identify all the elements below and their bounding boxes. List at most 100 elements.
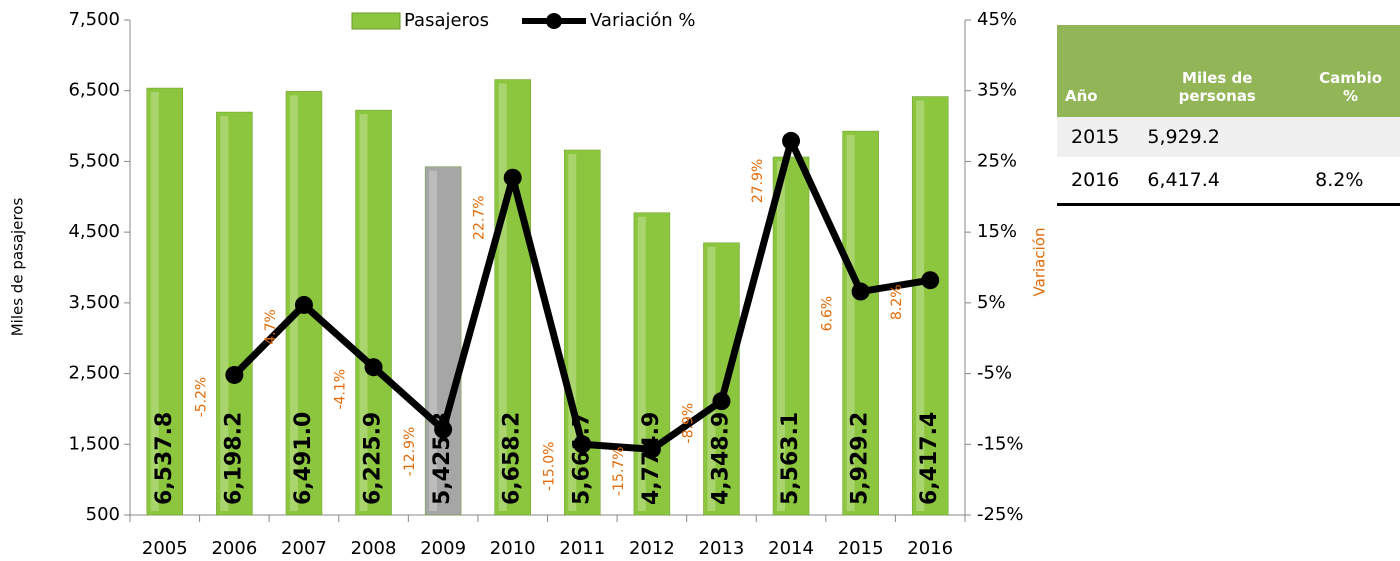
table-row: 2016 6,417.4 8.2% xyxy=(1057,157,1400,206)
y-tick-label: 500 xyxy=(86,504,120,525)
x-tick-label: 2014 xyxy=(768,538,814,559)
line-label: -15.7% xyxy=(611,446,627,496)
x-tick-label: 2010 xyxy=(490,538,536,559)
y-tick-label: 1,500 xyxy=(68,433,120,454)
cell: 8.2% xyxy=(1301,157,1400,206)
bar-label: 6,198.2 xyxy=(221,412,246,505)
x-tick-label: 2015 xyxy=(838,538,884,559)
bar-label: 4,774.9 xyxy=(639,412,664,505)
cell xyxy=(1301,117,1400,157)
line-label: -4.1% xyxy=(333,369,349,410)
chart: Miles de pasajeros Variación 500 1,500 2,5… xyxy=(9,9,1049,559)
header-cell: Miles de personas xyxy=(1133,25,1302,117)
table-row: 2015 5,929.2 xyxy=(1057,117,1400,157)
bar-shine xyxy=(637,216,646,512)
line-label: 27.9% xyxy=(750,159,766,203)
x-tick-label: 2016 xyxy=(907,538,953,559)
bar-shine xyxy=(220,116,229,512)
header-cell: Cambio % xyxy=(1301,25,1400,117)
bar-shine xyxy=(429,170,438,511)
cell: 2016 xyxy=(1057,157,1134,206)
bar-label: 5,661.7 xyxy=(569,412,594,505)
y2-tick-label: 15% xyxy=(977,221,1017,242)
bar-label: 6,225.9 xyxy=(361,412,386,505)
bar-shine xyxy=(150,92,159,511)
line-point xyxy=(642,440,661,459)
y-tick-label: 5,500 xyxy=(68,150,120,171)
y2-tick-label: -5% xyxy=(977,363,1012,384)
bar xyxy=(564,149,601,516)
bar xyxy=(633,212,671,516)
legend-marker xyxy=(546,13,562,29)
y2-tick-label: -15% xyxy=(977,433,1024,454)
bar-shine xyxy=(846,135,855,511)
bar xyxy=(772,156,810,516)
x-tick-label: 2007 xyxy=(281,538,327,559)
y-tick-label: 2,500 xyxy=(68,363,120,384)
bar xyxy=(494,79,531,516)
y2-tick-label: -25% xyxy=(977,504,1024,525)
line-point xyxy=(434,420,453,439)
line-point xyxy=(573,435,592,454)
y-tick-label: 7,500 xyxy=(68,9,120,30)
line-point xyxy=(921,271,940,290)
line-label: -5.2% xyxy=(193,377,209,418)
data-table: Año Miles de personas Cambio % 2015 5,92… xyxy=(1057,25,1400,206)
bar-label: 5,563.1 xyxy=(778,412,803,505)
line-point xyxy=(782,131,801,150)
legend-label: Pasajeros xyxy=(404,10,489,31)
bar xyxy=(842,130,879,516)
line-point xyxy=(294,295,313,314)
y-tick-label: 3,500 xyxy=(68,292,120,313)
bar xyxy=(355,109,392,516)
line-label: 8.2% xyxy=(889,284,905,320)
bar-shine xyxy=(916,100,925,511)
line-point xyxy=(851,282,870,301)
line-label: -15.0% xyxy=(541,442,557,492)
x-tick-label: 2006 xyxy=(211,538,257,559)
bar-label: 6,491.0 xyxy=(291,412,316,505)
bar-label: 6,537.8 xyxy=(152,412,177,505)
line-point xyxy=(503,168,522,187)
y-tick-label: 4,500 xyxy=(68,221,120,242)
y2-tick-label: 5% xyxy=(977,292,1006,313)
line-point xyxy=(225,365,244,384)
bar-label: 6,417.4 xyxy=(917,412,942,505)
bar xyxy=(911,96,949,516)
bar xyxy=(703,242,740,516)
line-label: 22.7% xyxy=(472,195,488,239)
cell: 6,417.4 xyxy=(1133,157,1302,206)
x-tick-label: 2005 xyxy=(142,538,188,559)
line-label: 4.7% xyxy=(263,309,279,345)
bar-label: 6,658.2 xyxy=(500,412,525,505)
bar-label: 5,929.2 xyxy=(848,412,873,505)
bar-shine xyxy=(568,153,577,511)
legend-swatch xyxy=(351,12,401,30)
line-label: 6.6% xyxy=(820,296,836,332)
bar-shine xyxy=(289,95,298,512)
y2-axis-title: Variación xyxy=(1031,228,1049,297)
bar-label: 4,348.9 xyxy=(708,412,733,505)
y2-tick-label: 45% xyxy=(977,9,1017,30)
bar-shine xyxy=(707,246,716,511)
bar-shine xyxy=(359,114,368,511)
header-cell: Año xyxy=(1057,25,1134,117)
x-tick-label: 2009 xyxy=(420,538,466,559)
bar-shine xyxy=(498,83,507,511)
line-point xyxy=(712,392,731,411)
legend-label: Variación % xyxy=(590,10,696,31)
bar-shine xyxy=(777,160,786,512)
bar xyxy=(146,87,184,516)
line-label: -8.9% xyxy=(680,403,696,444)
cell: 2015 xyxy=(1057,117,1134,157)
x-tick-label: 2013 xyxy=(699,538,745,559)
line-point xyxy=(364,358,383,377)
x-tick-label: 2008 xyxy=(351,538,397,559)
bar xyxy=(424,166,462,516)
x-tick-label: 2011 xyxy=(559,538,605,559)
x-tick-label: 2012 xyxy=(629,538,675,559)
y-tick-label: 6,500 xyxy=(68,80,120,101)
y-axis-title: Miles de pasajeros xyxy=(9,198,27,337)
y2-tick-label: 35% xyxy=(977,80,1017,101)
